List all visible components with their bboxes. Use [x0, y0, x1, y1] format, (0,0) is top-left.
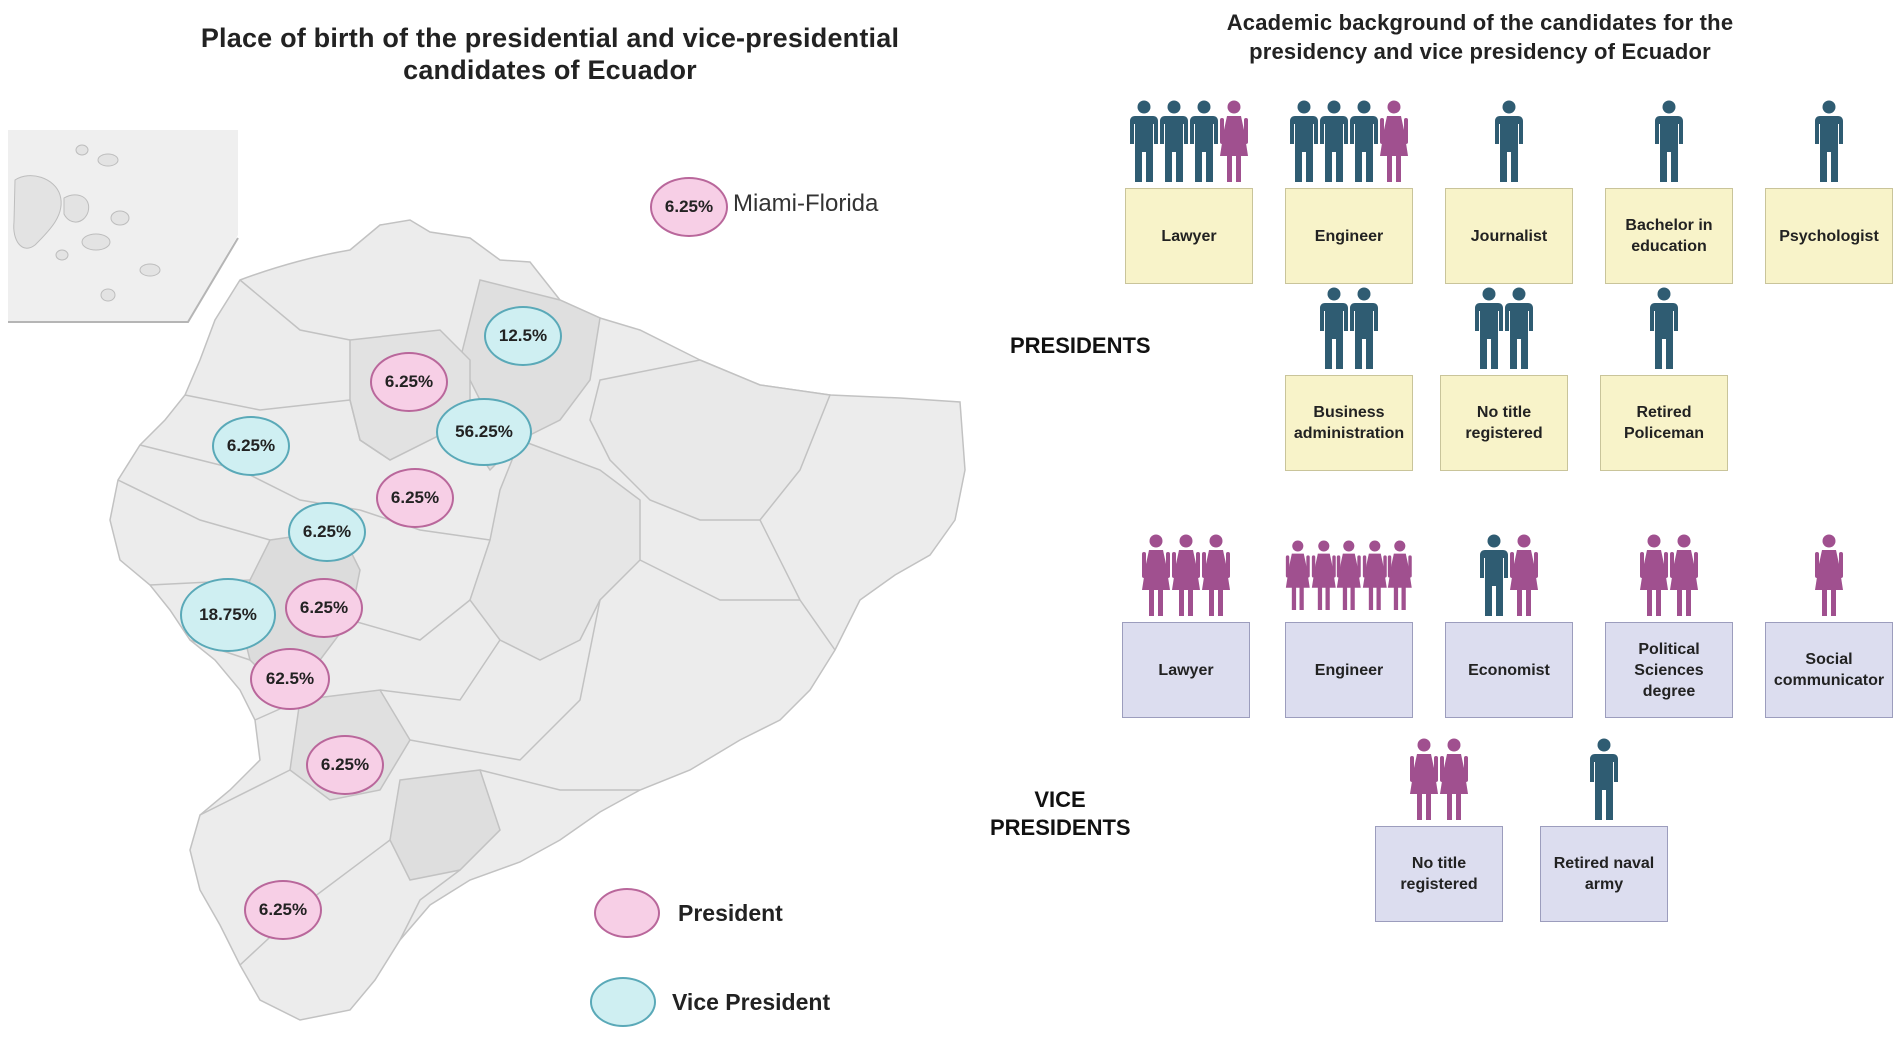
president-degree-card: Engineer — [1285, 188, 1413, 284]
female-person-icon — [1285, 540, 1310, 610]
galapagos-inset — [8, 130, 239, 323]
female-person-icon — [1380, 100, 1408, 182]
bubble-miami: 6.25% — [650, 177, 728, 237]
vice-president-degree-card: No title registered — [1375, 826, 1503, 922]
legend-vp-label: Vice President — [672, 989, 831, 1015]
male-person-icon — [1350, 287, 1378, 369]
male-person-icon — [1655, 100, 1683, 182]
vice-president-degree-figures — [1445, 534, 1573, 616]
miami-label: Miami-Florida — [733, 190, 879, 217]
female-person-icon — [1172, 534, 1200, 616]
male-person-icon — [1290, 100, 1318, 182]
male-person-icon — [1590, 738, 1618, 820]
bubble-loja-p: 6.25% — [244, 880, 322, 940]
bubble-cotopaxi-p: 6.25% — [376, 468, 454, 528]
female-person-icon — [1337, 540, 1361, 610]
president-degree-card: No title registered — [1440, 375, 1568, 471]
male-person-icon — [1320, 100, 1348, 182]
map-title: Place of birth of the presidential and v… — [200, 23, 900, 85]
vice-president-degree-figures — [1375, 738, 1503, 820]
bubble-los-rios-vp: 6.25% — [288, 502, 366, 562]
president-degree-figures — [1440, 287, 1568, 369]
bubble-guayas-vp: 18.75% — [180, 578, 276, 652]
vice-president-degree-figures — [1122, 534, 1250, 616]
legend-president-swatch — [594, 888, 660, 938]
female-person-icon — [1510, 534, 1538, 616]
vice-president-degree-card: Retired naval army — [1540, 826, 1668, 922]
bubble-carchi-vp: 12.5% — [484, 306, 562, 366]
male-person-icon — [1190, 100, 1218, 182]
female-person-icon — [1362, 540, 1387, 610]
bubble-pichincha-vp: 56.25% — [436, 398, 532, 466]
male-person-icon — [1650, 287, 1678, 369]
president-degree-figures — [1285, 287, 1413, 369]
vice-president-degree-card: Political Sciences degree — [1605, 622, 1733, 718]
vice-president-degree-figures — [1765, 534, 1893, 616]
male-person-icon — [1480, 534, 1508, 616]
male-person-icon — [1350, 100, 1378, 182]
presidents-label: PRESIDENTS — [1010, 333, 1151, 358]
male-person-icon — [1495, 100, 1523, 182]
president-degree-figures — [1285, 100, 1413, 182]
female-person-icon — [1220, 100, 1248, 182]
female-person-icon — [1670, 534, 1698, 616]
bubble-manabi-north-vp: 6.25% — [212, 416, 290, 476]
president-degree-figures — [1445, 100, 1573, 182]
president-degree-card: Retired Policeman — [1600, 375, 1728, 471]
vice-president-degree-figures — [1540, 738, 1668, 820]
female-person-icon — [1640, 534, 1668, 616]
male-person-icon — [1160, 100, 1188, 182]
president-degree-figures — [1600, 287, 1728, 369]
president-degree-card: Psychologist — [1765, 188, 1893, 284]
female-person-icon — [1311, 540, 1336, 610]
vice-president-degree-figures — [1605, 534, 1733, 616]
male-person-icon — [1475, 287, 1503, 369]
bubble-imbabura-p: 6.25% — [370, 352, 448, 412]
president-degree-figures — [1605, 100, 1733, 182]
vice-president-degree-card: Economist — [1445, 622, 1573, 718]
president-degree-figures — [1125, 100, 1253, 182]
bubble-azuay-p: 6.25% — [306, 735, 384, 795]
male-person-icon — [1130, 100, 1158, 182]
bubble-bolivar-p: 6.25% — [285, 578, 363, 638]
president-degree-card: Journalist — [1445, 188, 1573, 284]
female-person-icon — [1410, 738, 1438, 820]
vice-president-degree-card: Engineer — [1285, 622, 1413, 718]
male-person-icon — [1320, 287, 1348, 369]
vice-presidents-label: VICE PRESIDENTS — [990, 787, 1131, 840]
president-degree-figures — [1765, 100, 1893, 182]
vice-president-degree-card: Social communicator — [1765, 622, 1893, 718]
vice-president-degree-card: Lawyer — [1122, 622, 1250, 718]
female-person-icon — [1142, 534, 1170, 616]
education-title: Academic background of the candidates fo… — [1226, 10, 1734, 64]
president-degree-card: Lawyer — [1125, 188, 1253, 284]
male-person-icon — [1815, 100, 1843, 182]
vice-president-degree-figures — [1285, 534, 1413, 616]
female-person-icon — [1440, 738, 1468, 820]
ecuador-map — [8, 130, 966, 1021]
female-person-icon — [1388, 540, 1413, 610]
legend-president-label: President — [678, 900, 783, 926]
female-person-icon — [1815, 534, 1843, 616]
president-degree-card: Bachelor in education — [1605, 188, 1733, 284]
male-person-icon — [1505, 287, 1533, 369]
legend-vp-swatch — [590, 977, 656, 1027]
female-person-icon — [1202, 534, 1230, 616]
president-degree-card: Business administration — [1285, 375, 1413, 471]
bubble-guayas-p: 62.5% — [250, 648, 330, 710]
